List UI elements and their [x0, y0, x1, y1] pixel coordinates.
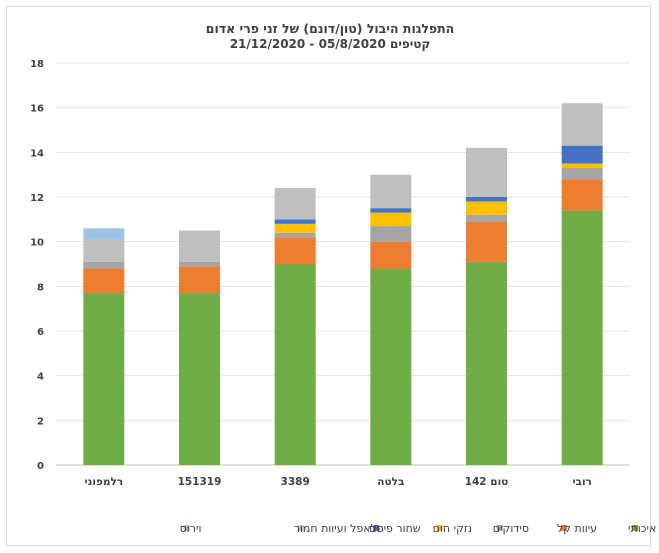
x-tick-label: רובי	[572, 476, 591, 488]
legend-swatch	[436, 525, 443, 531]
legend: מש איכותי עיוות קל סידוקים נזקי חום שחור פיט…	[180, 522, 659, 535]
bar-segment	[274, 188, 316, 220]
bar-segment	[561, 179, 603, 211]
bar-segment	[179, 266, 220, 294]
x-tick-label: רלמפוני	[85, 476, 124, 488]
bar-segment	[561, 210, 603, 465]
y-tick-label: 6	[37, 327, 44, 338]
bar-segment	[370, 226, 412, 242]
legend-label: סידוקים	[493, 522, 529, 535]
legend-item: פלאפל ועיוות חמור	[294, 522, 384, 535]
bar-segment	[466, 201, 507, 215]
bar-segment	[83, 239, 125, 262]
chart-title: התפלגות היבול (טון/דונם) של זני פרי אדום	[206, 21, 455, 36]
bar-segment	[370, 174, 412, 209]
bar-segment	[274, 237, 316, 264]
y-tick-label: 4	[37, 372, 44, 383]
x-axis-ticks: רלמפוני 151319 3389 בלטה טום 142 רובי	[85, 476, 592, 488]
bar-segment	[274, 219, 316, 224]
bar-segment	[466, 261, 507, 465]
legend-swatch	[496, 525, 503, 531]
bar-segment	[179, 261, 220, 267]
bar-segment	[83, 261, 125, 269]
bar-segment	[83, 293, 125, 465]
bar-segment	[370, 208, 412, 213]
bar-segment	[561, 167, 603, 180]
bar-segment	[274, 264, 316, 465]
bars	[83, 103, 603, 465]
bar-segment	[561, 163, 603, 168]
legend-label: פלאפל ועיוות חמור	[294, 522, 384, 535]
legend-label: מש איכותי	[628, 522, 659, 535]
y-tick-label: 14	[30, 148, 44, 159]
legend-swatch	[183, 525, 190, 531]
legend-swatch	[297, 525, 304, 531]
legend-label: שחור פיטם	[369, 522, 421, 535]
bar-segment	[466, 197, 507, 202]
legend-label: עיוות קל	[557, 522, 597, 535]
bar-segment	[83, 228, 125, 240]
legend-item: עיוות קל	[557, 522, 597, 535]
y-tick-label: 10	[30, 238, 44, 249]
bar-segment	[179, 230, 220, 262]
y-tick-label: 18	[30, 59, 44, 70]
legend-swatch	[632, 525, 638, 531]
y-tick-label: 12	[30, 193, 44, 204]
chart-subtitle: קטיפים 05/8/2020 - 21/12/2020	[230, 37, 431, 51]
y-tick-label: 0	[37, 461, 44, 472]
bar-segment	[466, 147, 507, 197]
gridlines	[56, 62, 630, 466]
bar-segment	[370, 212, 412, 227]
bar-segment	[179, 293, 220, 465]
legend-item: סידוקים	[493, 522, 529, 535]
bar-segment	[274, 232, 316, 238]
legend-item: נזקי חום	[433, 522, 472, 535]
y-tick-label: 2	[37, 416, 44, 427]
x-tick-label: 151319	[178, 476, 222, 488]
y-tick-label: 16	[30, 104, 44, 115]
bar-segment	[370, 268, 412, 465]
bar-segment	[83, 268, 125, 294]
x-tick-label: בלטה	[377, 476, 404, 488]
bar-segment	[370, 241, 412, 269]
bar-segment	[466, 214, 507, 222]
y-axis-ticks: 0 2 4 6 8 10 12 14 16 18	[30, 59, 44, 472]
bar-segment	[561, 103, 603, 146]
bar-segment	[561, 145, 603, 164]
x-tick-label: טום 142	[465, 476, 509, 488]
bar-segment	[274, 223, 316, 233]
legend-item: שחור פיטם	[369, 522, 421, 535]
legend-label: נזקי חום	[433, 522, 472, 535]
legend-swatch	[373, 525, 380, 531]
bar-segment	[466, 221, 507, 262]
legend-label: וירוס	[180, 522, 202, 535]
legend-item: מש איכותי	[628, 522, 659, 535]
legend-item: וירוס	[180, 522, 202, 535]
legend-swatch	[560, 525, 567, 531]
x-tick-label: 3389	[281, 476, 310, 488]
y-tick-label: 8	[37, 282, 44, 293]
